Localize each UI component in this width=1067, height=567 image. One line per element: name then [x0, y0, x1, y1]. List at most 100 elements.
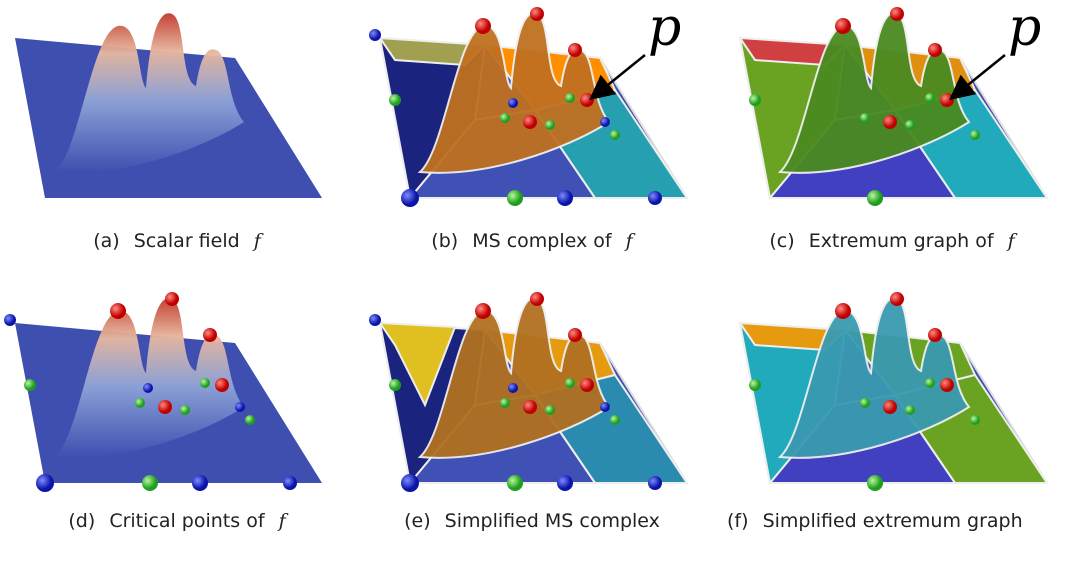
critical-point — [925, 93, 935, 103]
critical-point — [508, 98, 518, 108]
critical-point — [507, 475, 523, 491]
critical-point — [970, 130, 980, 140]
figure: pp (a) Scalar field f (b) MS complex of … — [0, 0, 1067, 567]
annotation-label: p — [648, 0, 681, 58]
caption: (c) Extremum graph of f — [727, 227, 1057, 255]
critical-point — [500, 398, 510, 408]
caption-caption: Simplified extremum graph — [763, 510, 1023, 532]
caption-label: (f) — [727, 510, 749, 532]
critical-point — [475, 303, 491, 319]
critical-point — [389, 379, 401, 391]
critical-point — [545, 405, 555, 415]
critical-point — [600, 117, 610, 127]
caption-label: (d) — [68, 510, 95, 532]
critical-point — [215, 378, 229, 392]
critical-point — [508, 383, 518, 393]
panel-image — [369, 7, 687, 207]
critical-point — [180, 405, 190, 415]
caption-caption: Scalar field — [134, 230, 240, 252]
critical-point — [557, 475, 573, 491]
critical-point — [200, 378, 210, 388]
critical-point — [545, 120, 555, 130]
critical-point — [530, 7, 544, 21]
caption-symbol: f — [626, 230, 633, 252]
critical-point — [610, 415, 620, 425]
caption: (f) Simplified extremum graph — [727, 507, 1045, 535]
critical-point — [568, 328, 582, 342]
critical-point — [883, 115, 897, 129]
critical-point — [142, 475, 158, 491]
critical-point — [523, 400, 537, 414]
caption-symbol: f — [1008, 230, 1015, 252]
critical-point — [928, 43, 942, 57]
critical-point — [192, 475, 208, 491]
critical-point — [749, 379, 761, 391]
critical-point — [283, 476, 297, 490]
critical-point — [500, 113, 510, 123]
critical-point — [475, 18, 491, 34]
critical-point — [235, 402, 245, 412]
critical-point — [940, 378, 954, 392]
critical-point — [530, 292, 544, 306]
panel-image — [4, 292, 322, 492]
critical-point — [389, 94, 401, 106]
critical-point — [580, 93, 594, 107]
caption-label: (e) — [404, 510, 431, 532]
critical-point — [369, 314, 381, 326]
critical-point — [905, 405, 915, 415]
critical-point — [860, 398, 870, 408]
critical-point — [648, 476, 662, 490]
critical-point — [4, 314, 16, 326]
critical-point — [245, 415, 255, 425]
caption-caption: Extremum graph of — [809, 230, 994, 252]
caption-caption: Critical points of — [109, 510, 264, 532]
critical-point — [890, 292, 904, 306]
figure-art: pp — [0, 0, 1067, 567]
critical-point — [648, 191, 662, 205]
critical-point — [568, 43, 582, 57]
panel-image — [15, 13, 322, 198]
critical-point — [925, 378, 935, 388]
critical-point — [110, 303, 126, 319]
critical-point — [565, 93, 575, 103]
critical-point — [523, 115, 537, 129]
critical-point — [600, 402, 610, 412]
panel-image — [740, 7, 1047, 206]
critical-point — [883, 400, 897, 414]
caption-caption: Simplified MS complex — [445, 510, 660, 532]
panel-image — [740, 292, 1047, 491]
caption-label: (b) — [431, 230, 458, 252]
caption: (a) Scalar field f — [12, 227, 342, 255]
critical-point — [890, 7, 904, 21]
caption: (b) MS complex of f — [367, 227, 697, 255]
critical-point — [835, 303, 851, 319]
panel-image — [369, 292, 687, 492]
critical-point — [867, 475, 883, 491]
critical-point — [507, 190, 523, 206]
caption-caption: MS complex of — [472, 230, 611, 252]
caption-symbol: f — [254, 230, 261, 252]
critical-point — [401, 474, 419, 492]
critical-point — [749, 94, 761, 106]
critical-point — [610, 130, 620, 140]
critical-point — [867, 190, 883, 206]
critical-point — [203, 328, 217, 342]
critical-point — [401, 189, 419, 207]
critical-point — [36, 474, 54, 492]
caption: (e) Simplified MS complex — [367, 507, 697, 535]
critical-point — [369, 29, 381, 41]
critical-point — [860, 113, 870, 123]
critical-point — [928, 328, 942, 342]
caption-label: (c) — [769, 230, 794, 252]
critical-point — [24, 379, 36, 391]
critical-point — [940, 93, 954, 107]
critical-point — [143, 383, 153, 393]
critical-point — [580, 378, 594, 392]
critical-point — [158, 400, 172, 414]
critical-point — [835, 18, 851, 34]
critical-point — [135, 398, 145, 408]
caption: (d) Critical points of f — [12, 507, 342, 535]
critical-point — [970, 415, 980, 425]
caption-symbol: f — [279, 510, 286, 532]
critical-point — [565, 378, 575, 388]
